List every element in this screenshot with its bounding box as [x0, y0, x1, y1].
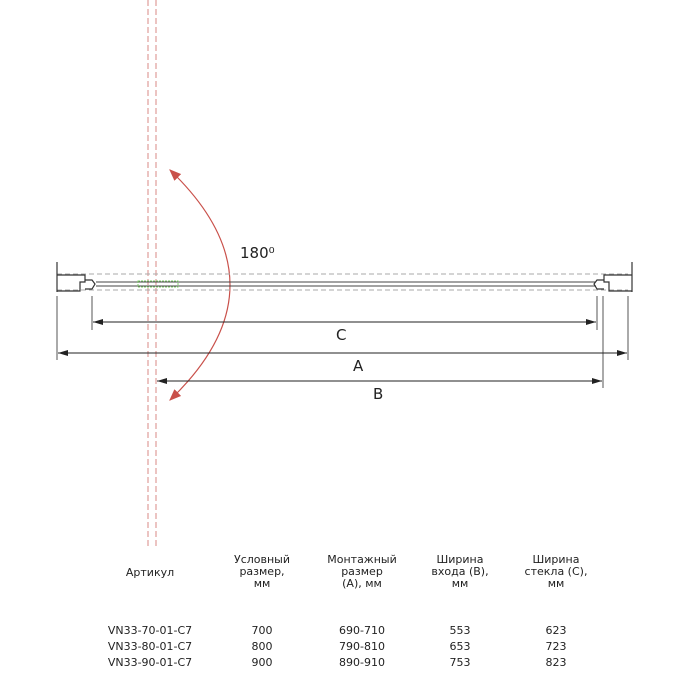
cell-nominal: 700	[251, 624, 273, 637]
extension-lines	[56, 296, 629, 388]
cell-article: VN33-70-01-C7	[107, 624, 193, 637]
left-wall-profile	[56, 262, 96, 292]
header-entry-width: Ширина входа (B), мм	[431, 553, 489, 590]
cell-glass: 823	[545, 656, 567, 669]
angle-label: 180⁰	[240, 244, 275, 262]
dim-a-label: A	[353, 357, 364, 375]
glass-panel	[57, 273, 628, 291]
cell-nominal: 800	[251, 640, 273, 653]
header-article: Артикул	[125, 566, 175, 579]
cell-glass: 623	[545, 624, 567, 637]
cell-nominal: 900	[251, 656, 273, 669]
cell-article: VN33-90-01-C7	[107, 656, 193, 669]
header-mount-size: Монтажный размер (A), мм	[327, 553, 397, 590]
dimension-lines	[58, 319, 627, 384]
cell-entry: 653	[449, 640, 471, 653]
swing-arc	[169, 169, 231, 401]
cell-mount: 790-810	[339, 640, 385, 653]
cell-entry: 553	[449, 624, 471, 637]
header-glass-width: Ширина стекла (C), мм	[524, 553, 588, 590]
dim-b-label: B	[373, 385, 383, 403]
header-nominal-size: Условный размер, мм	[233, 553, 291, 590]
dim-c-label: C	[336, 326, 346, 344]
cell-glass: 723	[545, 640, 567, 653]
cell-article: VN33-80-01-C7	[107, 640, 193, 653]
cell-mount: 690-710	[339, 624, 385, 637]
cell-entry: 753	[449, 656, 471, 669]
cell-mount: 890-910	[339, 656, 385, 669]
right-wall-profile	[593, 262, 633, 292]
